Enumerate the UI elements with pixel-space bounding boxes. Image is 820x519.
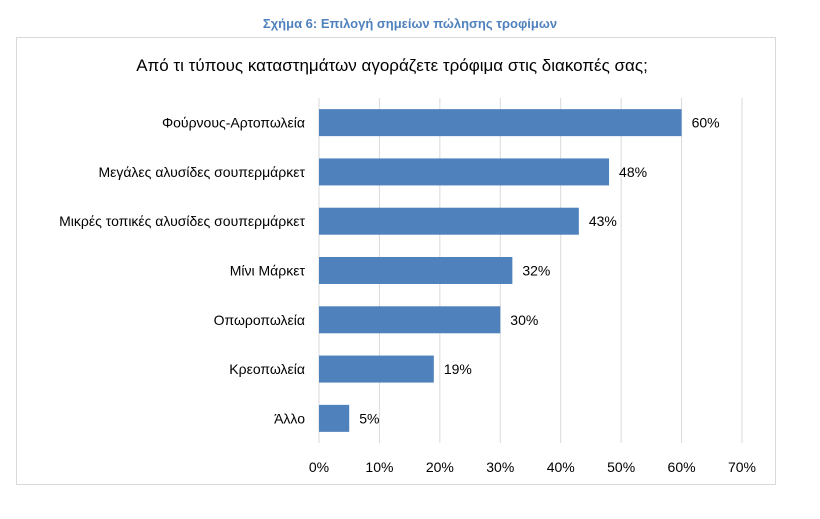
category-label: Μίνι Μάρκετ — [230, 263, 306, 279]
category-labels: Φούρνους-Αρτοπωλεία Μεγάλες αλυσίδες σουπ… — [59, 115, 305, 427]
category-label: Μικρές τοπικές αλυσίδες σουπερμάρκετ — [59, 213, 305, 229]
x-axis-ticks: 0% 10% 20% 30% 40% 50% 60% 70% — [309, 459, 756, 475]
x-tick-label: 20% — [426, 459, 454, 475]
bar — [319, 257, 513, 284]
chart-frame: Από τι τύπους καταστημάτων αγοράζετε τρό… — [16, 37, 776, 485]
x-tick-label: 0% — [309, 459, 329, 475]
x-tick-label: 40% — [547, 459, 575, 475]
data-label: 43% — [589, 213, 617, 229]
category-label: Κρεοπωλεία — [229, 361, 305, 377]
x-tick-label: 50% — [607, 459, 635, 475]
data-label: 30% — [510, 312, 538, 328]
category-label: Μεγάλες αλυσίδες σουπερμάρκετ — [98, 164, 305, 180]
data-label: 19% — [444, 361, 472, 377]
chart-title: Από τι τύπους καταστημάτων αγοράζετε τρό… — [136, 56, 648, 75]
data-label: 5% — [359, 410, 379, 426]
bar — [319, 109, 682, 137]
bar-chart: Από τι τύπους καταστημάτων αγοράζετε τρό… — [59, 56, 756, 475]
x-tick-label: 60% — [668, 459, 696, 475]
bar — [319, 355, 434, 383]
bar — [319, 207, 579, 235]
bars — [319, 109, 682, 432]
bar — [319, 306, 501, 334]
category-label: Άλλο — [274, 410, 305, 426]
bar — [319, 404, 350, 432]
x-tick-label: 70% — [728, 459, 756, 475]
x-tick-label: 10% — [365, 459, 393, 475]
data-label: 60% — [692, 115, 720, 131]
data-label: 48% — [619, 164, 647, 180]
figure-caption: Σχήμα 6: Επιλογή σημείων πώλησης τροφίμω… — [262, 16, 558, 31]
category-label: Οπωροπωλεία — [214, 312, 305, 328]
data-labels: 60% 48% 43% 32% 30% 19% 5% — [359, 115, 719, 427]
category-label: Φούρνους-Αρτοπωλεία — [162, 115, 305, 131]
x-tick-label: 30% — [486, 459, 514, 475]
data-label: 32% — [522, 263, 550, 279]
bar — [319, 158, 610, 186]
